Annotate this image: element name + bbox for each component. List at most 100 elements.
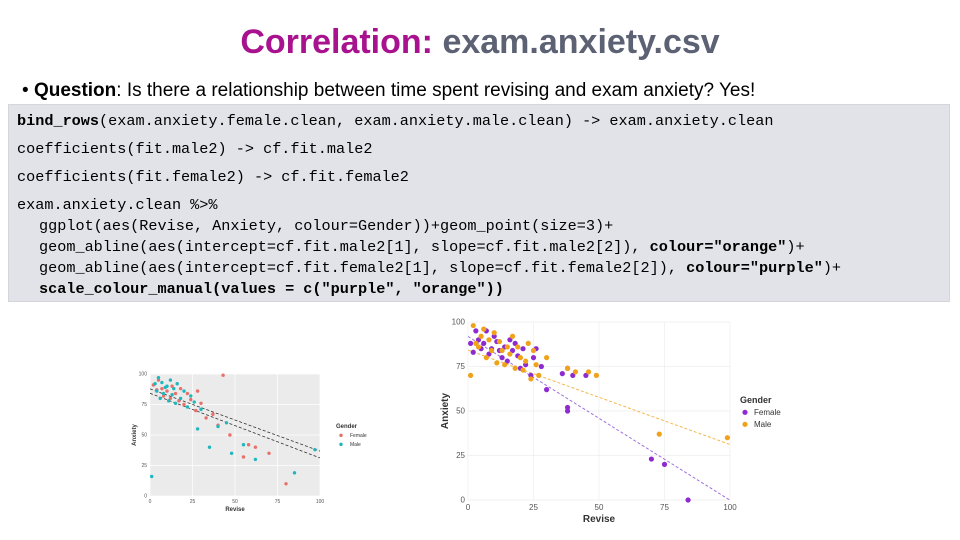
data-point-male (175, 382, 179, 386)
question-line: • Question: Is there a relationship betw… (22, 78, 942, 104)
legend-key-male (742, 421, 748, 427)
data-point-male (572, 369, 579, 375)
x-tick-label: 25 (190, 499, 196, 505)
data-point-female (165, 389, 169, 393)
data-point-male (656, 431, 662, 437)
code-line-ggplot: ggplot(aes(Revise, Anxiety, colour=Gende… (39, 217, 614, 235)
data-point-male (523, 358, 529, 364)
data-point-male (494, 360, 500, 366)
data-point-male (593, 372, 599, 378)
data-point-male (199, 407, 203, 412)
data-point-female (504, 358, 510, 364)
data-point-male (224, 421, 229, 425)
x-tick-label: 0 (149, 499, 152, 505)
data-point-male (515, 344, 521, 350)
data-point-female (564, 408, 571, 414)
y-tick-label: 100 (139, 372, 148, 378)
data-point-female (491, 333, 497, 339)
data-point-male (544, 355, 550, 361)
data-point-male (178, 396, 183, 401)
data-point-male (165, 384, 169, 388)
y-axis-label: Anxiety (132, 424, 138, 446)
data-point-female (161, 394, 166, 398)
data-point-male (253, 457, 258, 462)
x-tick-label: 100 (316, 499, 325, 505)
data-point-male (216, 424, 220, 429)
data-point-female (661, 461, 668, 467)
fit-line (468, 349, 730, 445)
data-point-female (156, 378, 161, 382)
data-point-male (150, 474, 154, 479)
code-line-coef-female: coefficients(fit.female2) -> cf.fit.fema… (17, 168, 409, 186)
data-point-female (544, 387, 550, 393)
legend-title: Gender (740, 395, 772, 405)
data-point-male (486, 337, 492, 343)
y-tick-label: 25 (456, 451, 465, 460)
data-point-male (313, 447, 317, 452)
data-point-male (155, 389, 159, 393)
data-point-male (481, 326, 487, 332)
data-point-male (189, 394, 193, 398)
data-point-female (564, 404, 571, 411)
data-point-female (523, 362, 529, 368)
data-point-male (207, 445, 212, 449)
code-abline-male-end: )+ (786, 238, 805, 256)
data-point-male (512, 365, 518, 371)
x-tick-label: 50 (232, 499, 238, 505)
code-line-abline-male: geom_abline(aes(intercept=cf.fit.male2[1… (17, 237, 949, 258)
slide-title-label: Correlation: (240, 23, 433, 61)
y-tick-label: 50 (456, 407, 465, 416)
x-tick-label: 75 (660, 503, 669, 512)
data-point-male (564, 365, 571, 371)
data-point-female (267, 451, 271, 455)
code-line-pipe: exam.anxiety.clean %>% (17, 196, 218, 214)
legend-key-female (742, 409, 748, 415)
y-tick-label: 0 (461, 496, 466, 505)
bullet-icon: • (22, 80, 29, 101)
data-point-female (520, 346, 526, 352)
y-tick-label: 25 (141, 463, 147, 469)
code-abline-female-colour: colour="purple" (686, 259, 823, 277)
data-point-male (533, 362, 539, 368)
code-abline-female-end: )+ (822, 259, 842, 277)
data-point-male (499, 347, 505, 354)
code-block: bind_rows(exam.anxiety.female.clean, exa… (8, 104, 950, 302)
data-point-female (507, 337, 513, 343)
legend-entry-female: Female (350, 433, 367, 439)
data-point-male (530, 347, 537, 354)
data-point-male (229, 451, 234, 455)
data-point-male (161, 391, 166, 396)
data-point-female (284, 482, 288, 486)
legend-entry-female: Female (754, 408, 781, 417)
x-axis-label: Revise (225, 507, 245, 513)
scatter-plot-large: 0 25 50 75 100 0 25 50 75 100 Revise Anxiety Gender F… (440, 318, 781, 525)
legend-entry-male: Male (754, 420, 772, 429)
fit-line (150, 392, 320, 459)
y-tick-label: 100 (452, 318, 466, 327)
data-point-female (178, 386, 183, 391)
data-point-female (195, 389, 200, 393)
data-point-male (160, 380, 164, 385)
data-point-male (158, 396, 162, 401)
legend-title: Gender (336, 424, 358, 430)
fit-line (468, 335, 730, 500)
code-abline-male-call: geom_abline(aes(intercept=cf.fit.male2[1… (39, 238, 650, 256)
data-point-male (468, 372, 474, 378)
data-point-male (724, 435, 730, 441)
data-point-male (292, 471, 297, 475)
slide-title-filename: exam.anxiety.csv (442, 23, 720, 61)
data-point-male (504, 344, 510, 350)
data-point-male (525, 340, 531, 346)
data-point-female (228, 433, 232, 437)
data-point-female (170, 384, 174, 388)
legend-entry-male: Male (350, 442, 361, 448)
data-point-female (481, 340, 487, 346)
data-point-female (583, 372, 589, 378)
data-point-male (168, 378, 173, 382)
data-point-male (170, 393, 174, 397)
data-point-female (538, 363, 544, 370)
y-tick-label: 75 (141, 402, 147, 408)
data-point-male (528, 376, 534, 382)
data-point-male (585, 369, 592, 375)
data-point-male (167, 399, 171, 403)
